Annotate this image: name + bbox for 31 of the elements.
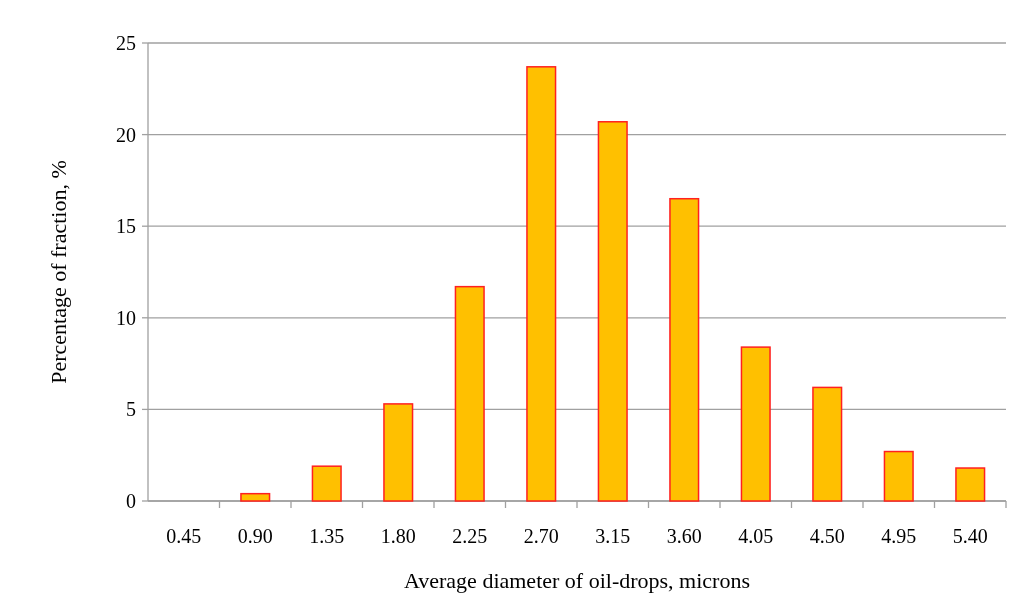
bar <box>955 467 986 502</box>
y-tick-label: 20 <box>116 123 136 146</box>
bar <box>669 197 700 502</box>
x-tick-label: 2.70 <box>523 525 559 547</box>
y-tick-label: 0 <box>126 490 136 512</box>
bar <box>597 121 628 502</box>
bar <box>311 465 342 502</box>
x-tick-label: 1.35 <box>309 525 345 547</box>
y-tick-label: 15 <box>116 215 136 238</box>
bar <box>740 346 771 502</box>
y-tick-label: 5 <box>126 398 136 421</box>
x-tick-label: 0.90 <box>237 525 273 547</box>
bar <box>812 386 843 502</box>
y-axis-title: Percentage of fraction, % <box>46 160 71 384</box>
y-tick-label: 25 <box>116 32 136 54</box>
x-axis-title: Average diameter of oil-drops, microns <box>404 568 750 593</box>
bar <box>240 492 271 502</box>
x-tick-label: 4.50 <box>809 525 845 547</box>
x-tick-label: 3.60 <box>666 525 702 547</box>
bar <box>526 66 557 502</box>
bar <box>383 403 414 502</box>
y-tick-label: 10 <box>116 306 136 329</box>
x-tick-label: 4.05 <box>738 525 774 547</box>
x-tick-label: 1.80 <box>380 525 416 547</box>
bar <box>883 450 914 502</box>
bar <box>454 285 485 502</box>
x-tick-label: 3.15 <box>595 525 631 547</box>
x-tick-label: 5.40 <box>952 525 988 547</box>
x-tick-label: 0.45 <box>166 525 202 547</box>
x-tick-label: 4.95 <box>881 525 917 547</box>
x-tick-label: 2.25 <box>452 525 488 547</box>
